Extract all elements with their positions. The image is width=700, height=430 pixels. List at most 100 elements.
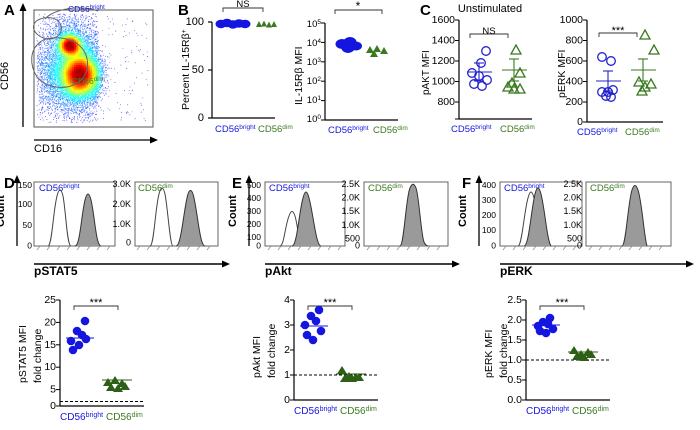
svg-text:CD56bright: CD56bright: [294, 406, 337, 417]
svg-text:CD56bright: CD56bright: [328, 125, 369, 136]
svg-text:2.0K: 2.0K: [563, 193, 582, 203]
svg-text:0: 0: [50, 400, 56, 412]
svg-text:2.0K: 2.0K: [341, 193, 360, 203]
svg-text:102: 102: [307, 76, 322, 87]
svg-text:104: 104: [307, 38, 322, 49]
svg-text:0: 0: [27, 241, 32, 251]
svg-text:***: ***: [90, 297, 104, 309]
svg-text:2.5: 2.5: [507, 294, 522, 306]
svg-text:0: 0: [284, 394, 290, 406]
svg-text:100: 100: [482, 225, 496, 235]
svg-text:1400: 1400: [432, 35, 456, 47]
svg-text:1600: 1600: [432, 14, 456, 26]
svg-text:CD56bright: CD56bright: [215, 124, 256, 135]
svg-text:25: 25: [44, 294, 56, 306]
svg-text:Count: Count: [457, 195, 469, 227]
svg-text:CD56dim: CD56dim: [500, 124, 535, 135]
svg-text:CD56dim: CD56dim: [340, 406, 377, 417]
svg-text:pSTAT5: pSTAT5: [34, 264, 78, 278]
svg-text:pERK MFI: pERK MFI: [556, 50, 568, 98]
svg-text:CD56dim: CD56dim: [572, 406, 609, 417]
svg-text:1: 1: [284, 369, 290, 381]
svg-text:fold change: fold change: [32, 329, 44, 383]
svg-text:Percent IL-15Rβ+: Percent IL-15Rβ+: [180, 29, 192, 110]
svg-text:2: 2: [284, 344, 290, 356]
svg-text:150: 150: [18, 180, 32, 190]
svg-text:IL-15Rβ MFI: IL-15Rβ MFI: [293, 46, 305, 105]
svg-text:Count: Count: [0, 195, 7, 227]
svg-text:600: 600: [565, 55, 583, 67]
svg-text:50: 50: [23, 220, 33, 230]
svg-text:0: 0: [577, 241, 582, 251]
svg-text:pAkt: pAkt: [265, 264, 292, 278]
svg-text:0.0: 0.0: [507, 394, 522, 406]
svg-text:200: 200: [482, 210, 496, 220]
svg-text:1.5K: 1.5K: [563, 206, 582, 216]
svg-text:fold change: fold change: [498, 324, 510, 378]
svg-text:100: 100: [307, 114, 322, 125]
svg-text:2.0K: 2.0K: [112, 199, 131, 209]
svg-text:CD56bright: CD56bright: [68, 4, 105, 14]
svg-text:200: 200: [247, 219, 261, 229]
svg-text:400: 400: [482, 180, 496, 190]
svg-text:10: 10: [44, 361, 56, 373]
svg-text:CD56bright: CD56bright: [60, 412, 103, 423]
svg-text:CD56dim: CD56dim: [625, 127, 660, 138]
svg-text:1.0K: 1.0K: [112, 219, 131, 229]
svg-text:400: 400: [247, 193, 261, 203]
svg-text:Unstimulated: Unstimulated: [458, 3, 522, 15]
svg-text:***: ***: [556, 297, 570, 309]
svg-text:50: 50: [192, 64, 204, 76]
svg-text:500: 500: [247, 180, 261, 190]
svg-text:300: 300: [247, 206, 261, 216]
svg-text:3: 3: [284, 319, 290, 331]
svg-text:1000: 1000: [432, 76, 456, 88]
svg-text:101: 101: [307, 95, 322, 106]
svg-text:pERK MFI: pERK MFI: [483, 330, 495, 378]
svg-text:Count: Count: [227, 195, 239, 227]
svg-text:CD56dim: CD56dim: [106, 412, 143, 423]
svg-text:*: *: [356, 0, 361, 13]
svg-text:200: 200: [565, 96, 583, 108]
svg-text:100: 100: [186, 16, 204, 28]
svg-text:***: ***: [612, 25, 626, 37]
svg-text:fold change: fold change: [266, 324, 278, 378]
svg-text:800: 800: [565, 35, 583, 47]
svg-text:***: ***: [324, 297, 338, 309]
svg-text:1.0K: 1.0K: [341, 220, 360, 230]
svg-text:CD56bright: CD56bright: [526, 406, 569, 417]
svg-text:CD56bright: CD56bright: [577, 127, 618, 138]
svg-text:0: 0: [491, 241, 496, 251]
svg-text:NS: NS: [236, 0, 249, 10]
svg-text:1000: 1000: [560, 14, 584, 26]
svg-text:pERK: pERK: [500, 264, 533, 278]
svg-text:1.5K: 1.5K: [341, 206, 360, 216]
svg-text:CD56dim: CD56dim: [258, 124, 293, 135]
svg-text:5: 5: [50, 384, 56, 396]
svg-text:pAkt MFI: pAkt MFI: [251, 336, 263, 378]
svg-text:1.0K: 1.0K: [563, 220, 582, 230]
svg-text:CD56dim: CD56dim: [373, 125, 408, 136]
svg-text:0: 0: [126, 238, 131, 248]
svg-text:pSTAT5 MFI: pSTAT5 MFI: [17, 325, 29, 383]
svg-text:103: 103: [307, 57, 322, 68]
svg-text:105: 105: [307, 19, 322, 30]
svg-text:0: 0: [198, 112, 204, 124]
svg-text:CD56dim: CD56dim: [72, 76, 103, 86]
svg-text:0: 0: [256, 241, 261, 251]
svg-text:100: 100: [18, 199, 32, 209]
svg-text:2.5K: 2.5K: [563, 179, 582, 189]
svg-text:4: 4: [284, 294, 290, 306]
svg-text:2.5K: 2.5K: [341, 179, 360, 189]
svg-text:3.0K: 3.0K: [112, 179, 131, 189]
svg-text:0: 0: [355, 241, 360, 251]
svg-text:1200: 1200: [432, 55, 456, 67]
svg-text:15: 15: [44, 339, 56, 351]
svg-text:pAKT MFI: pAKT MFI: [421, 50, 432, 95]
svg-text:800: 800: [437, 96, 455, 108]
svg-text:20: 20: [44, 316, 56, 328]
svg-text:NS: NS: [482, 26, 495, 37]
svg-text:300: 300: [482, 195, 496, 205]
svg-text:CD56bright: CD56bright: [451, 124, 492, 135]
svg-text:400: 400: [565, 76, 583, 88]
